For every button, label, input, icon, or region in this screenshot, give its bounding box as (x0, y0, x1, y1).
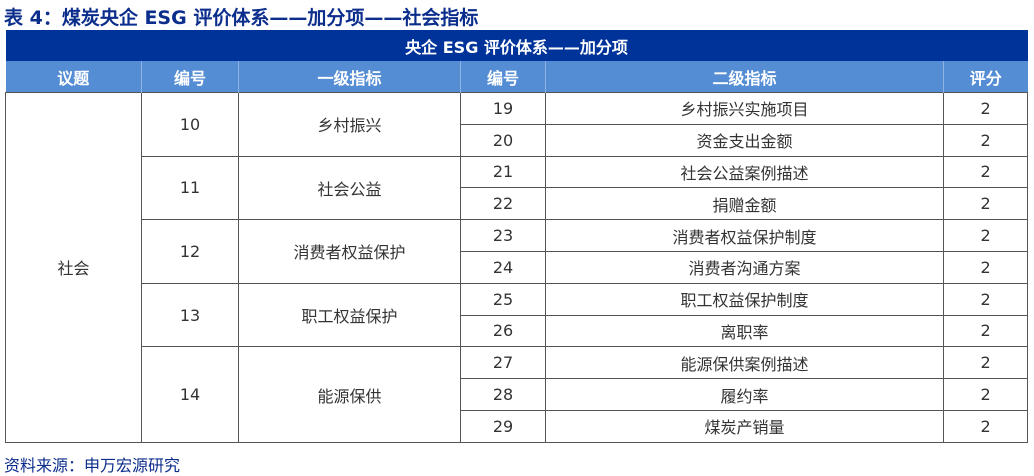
table-band-title: 央企 ESG 评价体系——加分项 (5, 30, 1028, 61)
level2-indicator-cell: 能源保供案例描述 (545, 346, 944, 380)
level1-number-cell: 10 (141, 92, 239, 157)
level2-number-cell: 24 (460, 250, 546, 284)
column-header: 编号 (460, 61, 546, 93)
level2-number-cell: 19 (460, 92, 546, 125)
level2-indicator-cell: 煤炭产销量 (545, 409, 944, 443)
score-cell: 2 (942, 187, 1029, 221)
level2-indicator-cell: 社会公益案例描述 (545, 155, 944, 189)
level2-number-cell: 23 (460, 219, 546, 252)
level1-indicator-cell: 职工权益保护 (238, 282, 461, 348)
level2-number-cell: 21 (460, 155, 546, 189)
topic-cell: 社会 (5, 92, 142, 443)
table-row: 11 社会公益 21 社会公益案例描述 2 (6, 155, 1029, 221)
table-row: 20 资金支出金额 2 (6, 123, 1029, 157)
level2-number-cell: 20 (460, 123, 546, 157)
score-cell: 2 (942, 409, 1029, 443)
table-row: 24 消费者沟通方案 2 (6, 250, 1029, 284)
table-row: 14 能源保供 27 能源保供案例描述 2 (6, 346, 1029, 443)
level1-number-cell: 13 (141, 282, 239, 348)
level2-number-cell: 28 (460, 378, 546, 411)
level1-number-cell: 11 (141, 155, 239, 221)
score-cell: 2 (942, 219, 1029, 252)
score-cell: 2 (942, 282, 1029, 316)
level2-number-cell: 29 (460, 409, 546, 443)
column-header: 评分 (942, 61, 1028, 93)
column-header: 二级指标 (545, 61, 944, 93)
level1-indicator-cell: 消费者权益保护 (238, 219, 461, 284)
table-row: 26 离职率 2 (6, 314, 1029, 348)
level1-number-cell: 12 (141, 219, 239, 284)
level1-indicator-cell: 乡村振兴 (238, 92, 461, 157)
table-row: 13 职工权益保护 25 职工权益保护制度 2 (6, 282, 1029, 348)
level2-indicator-cell: 消费者沟通方案 (545, 250, 944, 284)
table-row: 12 消费者权益保护 23 消费者权益保护制度 2 (6, 219, 1029, 284)
level2-number-cell: 26 (460, 314, 546, 348)
level2-indicator-cell: 资金支出金额 (545, 123, 944, 157)
source-note: 资料来源：申万宏源研究 (4, 456, 181, 475)
score-cell: 2 (942, 250, 1029, 284)
table-title: 表 4：煤炭央企 ESG 评价体系——加分项——社会指标 (4, 7, 479, 29)
score-cell: 2 (942, 378, 1029, 411)
score-cell: 2 (942, 314, 1029, 348)
level2-number-cell: 22 (460, 187, 546, 221)
level1-indicator-cell: 社会公益 (238, 155, 461, 221)
level2-number-cell: 25 (460, 282, 546, 316)
table-row: 28 履约率 2 (6, 378, 1029, 411)
column-header: 议题 (5, 61, 142, 93)
level2-indicator-cell: 消费者权益保护制度 (545, 219, 944, 252)
esg-table: 央企 ESG 评价体系——加分项 议题 编号 一级指标 编号 二级指标 评分 社会 10 乡村… (5, 30, 1029, 443)
level1-indicator-cell: 能源保供 (238, 346, 461, 443)
score-cell: 2 (942, 92, 1029, 125)
table-row: 22 捐赠金额 2 (6, 187, 1029, 221)
level2-indicator-cell: 履约率 (545, 378, 944, 411)
column-header: 一级指标 (238, 61, 461, 93)
level2-indicator-cell: 乡村振兴实施项目 (545, 92, 944, 125)
score-cell: 2 (942, 123, 1029, 157)
table-row: 社会 10 乡村振兴 19 乡村振兴实施项目 2 (5, 92, 1029, 443)
level2-number-cell: 27 (460, 346, 546, 380)
score-cell: 2 (942, 155, 1029, 189)
level2-indicator-cell: 捐赠金额 (545, 187, 944, 221)
score-cell: 2 (942, 346, 1029, 380)
level2-indicator-cell: 职工权益保护制度 (545, 282, 944, 316)
table-row: 29 煤炭产销量 2 (6, 409, 1029, 443)
column-header: 编号 (141, 61, 239, 93)
level2-indicator-cell: 离职率 (545, 314, 944, 348)
level1-number-cell: 14 (141, 346, 239, 443)
